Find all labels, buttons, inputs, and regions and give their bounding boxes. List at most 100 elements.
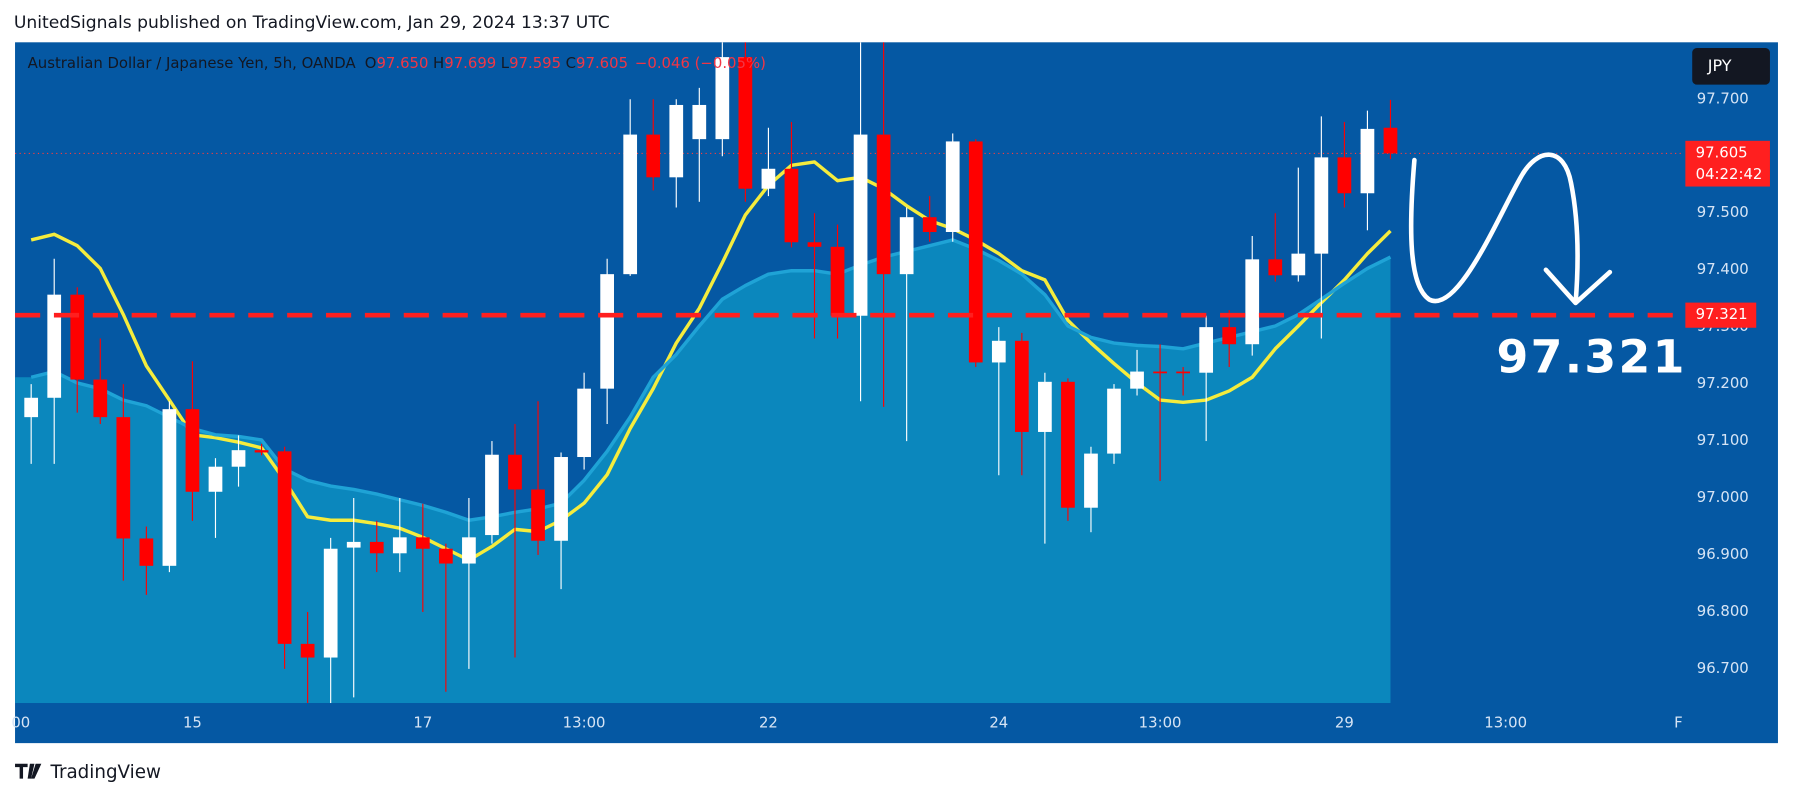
overlay-area [15,239,1391,704]
ohlc-value: 97.650 [376,54,428,72]
candle-body [323,548,338,658]
candle-body [1153,371,1167,374]
x-tick-label: 29 [1335,714,1354,732]
candle-body [1107,388,1121,454]
candle-body [554,457,568,541]
candle-body [600,274,615,389]
candle-body [1176,371,1190,374]
candle-body [254,450,269,453]
candle-body [715,57,730,140]
ohlc-key: L [501,54,510,72]
y-tick-label: 97.700 [1697,89,1749,107]
ohlc-key: O [365,54,377,72]
level-axis-label: 97.321 [1696,305,1748,323]
x-tick-label: 13:00 [563,714,606,732]
x-tick-label: 00 [11,714,30,732]
candle-body [968,141,983,363]
candle-body [24,397,39,418]
x-tick-label: 13:00 [1484,714,1527,732]
candle-body [346,541,361,548]
candle-body [1360,128,1375,194]
x-tick-label: 22 [759,714,778,732]
candle-body [1314,157,1329,254]
candle-body [830,246,845,316]
candle-body [208,466,223,492]
candle-body [853,134,868,316]
y-tick-label: 96.700 [1697,659,1749,677]
brand-logo: TradingView [15,762,161,783]
y-tick-label: 97.100 [1697,431,1749,449]
candle-body [1130,371,1144,389]
candle-body [1383,127,1398,154]
candle-body [139,538,154,566]
plot-area [15,42,1684,704]
candle-body [462,537,476,564]
candle-body [807,242,822,247]
candle-body [738,57,753,189]
candle-body [1038,381,1052,432]
drawn-arrow [1408,152,1613,306]
candle-body [669,104,684,178]
x-tick-label: 15 [183,714,202,732]
candle-body [116,417,131,539]
ohlc-value: 97.605 [576,54,628,72]
countdown: 04:22:42 [1696,165,1763,183]
candle-body [392,537,407,554]
candle-body [991,340,1006,363]
x-tick-label: 17 [413,714,432,732]
candle-body [577,388,591,458]
change: −0.046 (−0.05%) [635,54,766,72]
candle-body [47,294,62,398]
candle-body [1245,259,1260,345]
brand: TradingView [49,762,161,783]
overlay-line [30,160,1392,562]
candle-body [692,104,707,140]
symbol-name: Australian Dollar / Japanese Yen, 5h, OA… [28,54,357,72]
y-tick-label: 96.900 [1697,545,1749,563]
axes: 97.70097.60097.50097.40097.30097.20097.1… [11,89,1770,732]
candle-body [277,451,292,644]
candle-body [1061,381,1075,508]
legend-header: Australian Dollar / Japanese Yen, 5h, OA… [28,54,766,72]
candle-body [1337,157,1352,194]
ohlc-key: H [433,54,444,72]
currency-button-label[interactable]: JPY [1707,56,1732,75]
y-tick-label: 97.400 [1697,260,1749,278]
x-tick-label: 13:00 [1139,714,1182,732]
candle-body [1199,327,1214,373]
candle-body [415,537,430,549]
candle-body [899,217,914,275]
x-tick-label: 24 [989,714,1008,732]
candle-body [300,643,315,658]
candle-body [1291,253,1306,276]
level-annotation: 97.321 [1497,331,1687,384]
candle-body [922,217,937,232]
level-axis-box [1685,302,1757,328]
logo-icon [15,763,42,779]
y-tick-label: 97.500 [1697,203,1749,221]
candle-body [185,409,200,492]
candle-body [623,134,638,275]
candle-body [945,141,960,232]
candle-body [1014,340,1029,432]
candle-body [70,294,85,380]
candle-body [531,489,545,541]
y-tick-label: 97.200 [1697,374,1749,392]
candle-body [784,168,799,243]
currency-button[interactable] [1692,48,1770,85]
y-tick-label: 96.800 [1697,602,1749,620]
candle-body [231,450,246,467]
last-price-box [1685,140,1770,187]
candle-body [876,134,891,275]
ohlc-value: 97.595 [509,54,561,72]
y-tick-label: 97.000 [1697,488,1749,506]
candle-body [485,454,499,536]
candle-body [93,379,108,418]
candle-body [162,409,177,566]
candle-body [646,134,661,178]
candle-body [439,548,453,564]
candle-body [1222,327,1237,345]
ohlc-value: 97.699 [444,54,496,72]
candle-body [1084,453,1098,508]
